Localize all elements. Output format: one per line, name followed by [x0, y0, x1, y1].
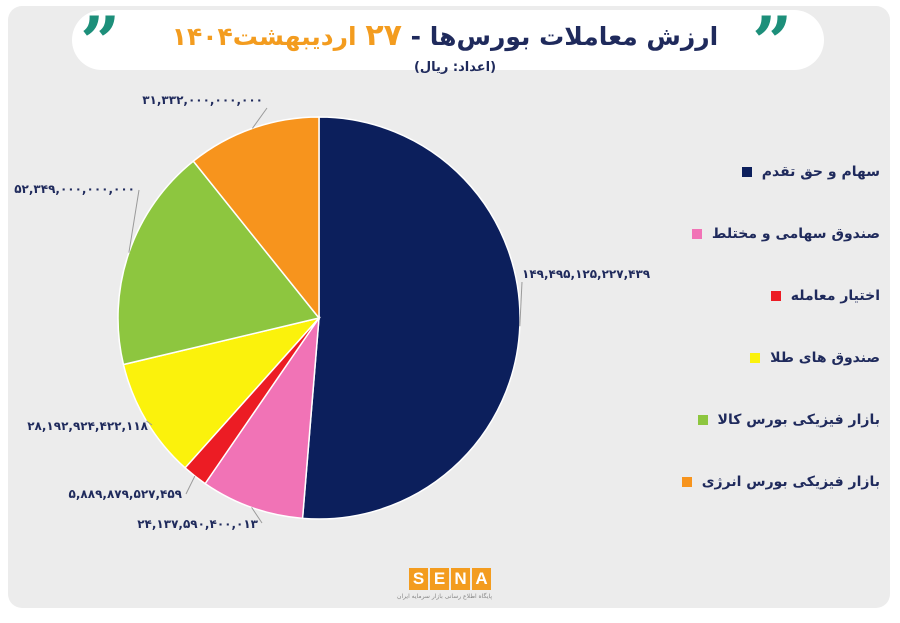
- slice-1-wedge: [301, 116, 521, 520]
- title-month: اردیبهشت: [232, 22, 357, 51]
- legend-swatch: [750, 353, 761, 363]
- slice-3-value-label: ۵,۸۸۹,۸۷۹,۵۲۷,۴۵۹: [69, 487, 183, 501]
- unit-label: (اعداد: ریال): [413, 60, 497, 75]
- chart-title: ارزش معاملات بورس‌ها - ۲۷ اردیبهشت۱۴۰۴: [140, 16, 750, 56]
- slice-4-leader-line: [146, 420, 153, 426]
- slice-5-leader-line: [128, 189, 140, 253]
- legend-item-1: سهام و حق تقدم: [741, 160, 880, 184]
- title-banner: [72, 10, 824, 70]
- legend-label: سهام و حق تقدم: [761, 164, 880, 180]
- slice-3-leader-line: [185, 475, 196, 495]
- quote-open-icon: ”: [80, 1, 121, 84]
- logo-tagline: پایگاه اطلاع رسانی بازار سرمایه ایران: [397, 593, 492, 600]
- slice-6-value-label: ۳۱,۳۳۲,۰۰۰,۰۰۰,۰۰۰: [142, 93, 263, 107]
- slice-2-wedge: [204, 315, 320, 520]
- slice-6-leader-line: [251, 107, 268, 129]
- slice-2-value-label: ۲۴,۱۳۷,۵۹۰,۴۰۰,۰۱۳: [137, 517, 258, 531]
- slice-1-value-label: ۱۴۹,۴۹۵,۱۲۵,۲۲۷,۴۳۹: [522, 267, 651, 281]
- legend-label: صندوق های طلا: [770, 350, 880, 366]
- legend-label: صندوق سهامی و مختلط: [711, 226, 880, 242]
- logo-letter: E: [430, 568, 449, 590]
- slice-5-value-label: ۵۲,۳۴۹,۰۰۰,۰۰۰,۰۰۰: [14, 182, 135, 196]
- title-main: ارزش معاملات بورس‌ها -: [410, 22, 719, 51]
- slice-1-leader-line: [519, 281, 523, 327]
- legend-swatch: [681, 477, 692, 487]
- legend-item-4: صندوق های طلا: [750, 346, 880, 370]
- legend-item-5: بازار فیزیکی بورس کالا: [697, 408, 880, 432]
- legend-label: بازار فیزیکی بورس کالا: [717, 412, 880, 428]
- title-day: ۲۷: [365, 18, 402, 53]
- legend-item-2: صندوق سهامی و مختلط: [691, 222, 880, 246]
- legend-swatch: [691, 229, 702, 239]
- legend-item-3: اختیار معامله: [770, 284, 880, 308]
- legend-swatch: [697, 415, 708, 425]
- legend-label: اختیار معامله: [790, 288, 880, 304]
- logo-letter: N: [451, 568, 470, 590]
- legend-label: بازار فیزیکی بورس انرژی: [701, 474, 880, 490]
- quote-close-icon: ”: [752, 1, 793, 84]
- logo-letter: A: [472, 568, 491, 590]
- slice-4-value-label: ۲۸,۱۹۲,۹۲۴,۴۲۲,۱۱۸: [27, 419, 148, 433]
- legend-item-6: بازار فیزیکی بورس انرژی: [681, 470, 880, 494]
- logo-letter: S: [409, 568, 428, 590]
- slice-2-leader-line: [251, 507, 263, 524]
- title-year: ۱۴۰۴: [171, 22, 233, 51]
- legend-swatch: [741, 167, 752, 177]
- legend-swatch: [770, 291, 781, 301]
